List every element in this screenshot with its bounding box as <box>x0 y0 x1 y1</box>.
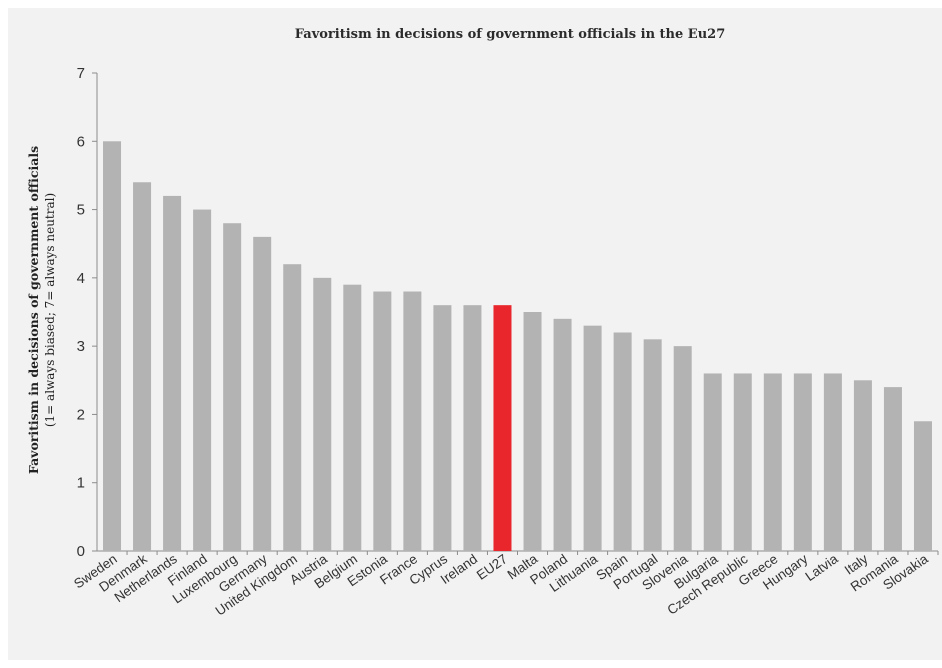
bar <box>103 141 122 552</box>
bar <box>613 332 632 551</box>
bar <box>853 380 872 551</box>
bar <box>553 318 572 551</box>
bar-chart: Favoritism in decisions of government of… <box>26 27 939 619</box>
bar <box>133 182 152 551</box>
y-axis-label: Favoritism in decisions of government of… <box>26 146 41 474</box>
bar <box>403 291 422 551</box>
x-tick-label: Latvia <box>802 551 841 584</box>
bar <box>163 195 182 551</box>
bar <box>463 305 482 551</box>
bar <box>733 373 752 551</box>
bar <box>793 373 812 551</box>
bar <box>373 291 392 551</box>
y-tick-label: 6 <box>77 133 85 150</box>
bar <box>433 305 452 551</box>
y-tick-label: 0 <box>77 543 85 560</box>
y-axis-sublabel: (1= always biased; 7= always neutral) <box>43 193 57 427</box>
bar <box>673 346 692 551</box>
y-tick-label: 5 <box>77 202 85 219</box>
bar <box>523 312 542 551</box>
bar <box>643 339 662 551</box>
bar <box>253 236 272 551</box>
bar-highlight <box>493 305 512 551</box>
y-tick-label: 2 <box>77 406 85 423</box>
bar <box>763 373 782 551</box>
bar <box>343 284 362 551</box>
bar <box>703 373 722 551</box>
bar <box>823 373 842 551</box>
bar <box>583 325 602 551</box>
bar <box>883 387 902 551</box>
y-tick-label: 4 <box>77 270 85 287</box>
bar <box>283 264 302 551</box>
plot-area: 01234567SwedenDenmarkNetherlandsFinlandL… <box>71 65 939 619</box>
x-tick-label: EU27 <box>474 551 510 583</box>
y-tick-label: 3 <box>77 338 85 355</box>
bar <box>193 209 212 552</box>
y-tick-label: 7 <box>77 65 85 82</box>
chart-title: Favoritism in decisions of government of… <box>295 27 726 42</box>
bar <box>913 421 932 551</box>
chart-panel: Favoritism in decisions of government of… <box>8 8 942 660</box>
bar <box>313 277 332 551</box>
bar <box>223 223 242 551</box>
y-tick-label: 1 <box>77 475 85 492</box>
